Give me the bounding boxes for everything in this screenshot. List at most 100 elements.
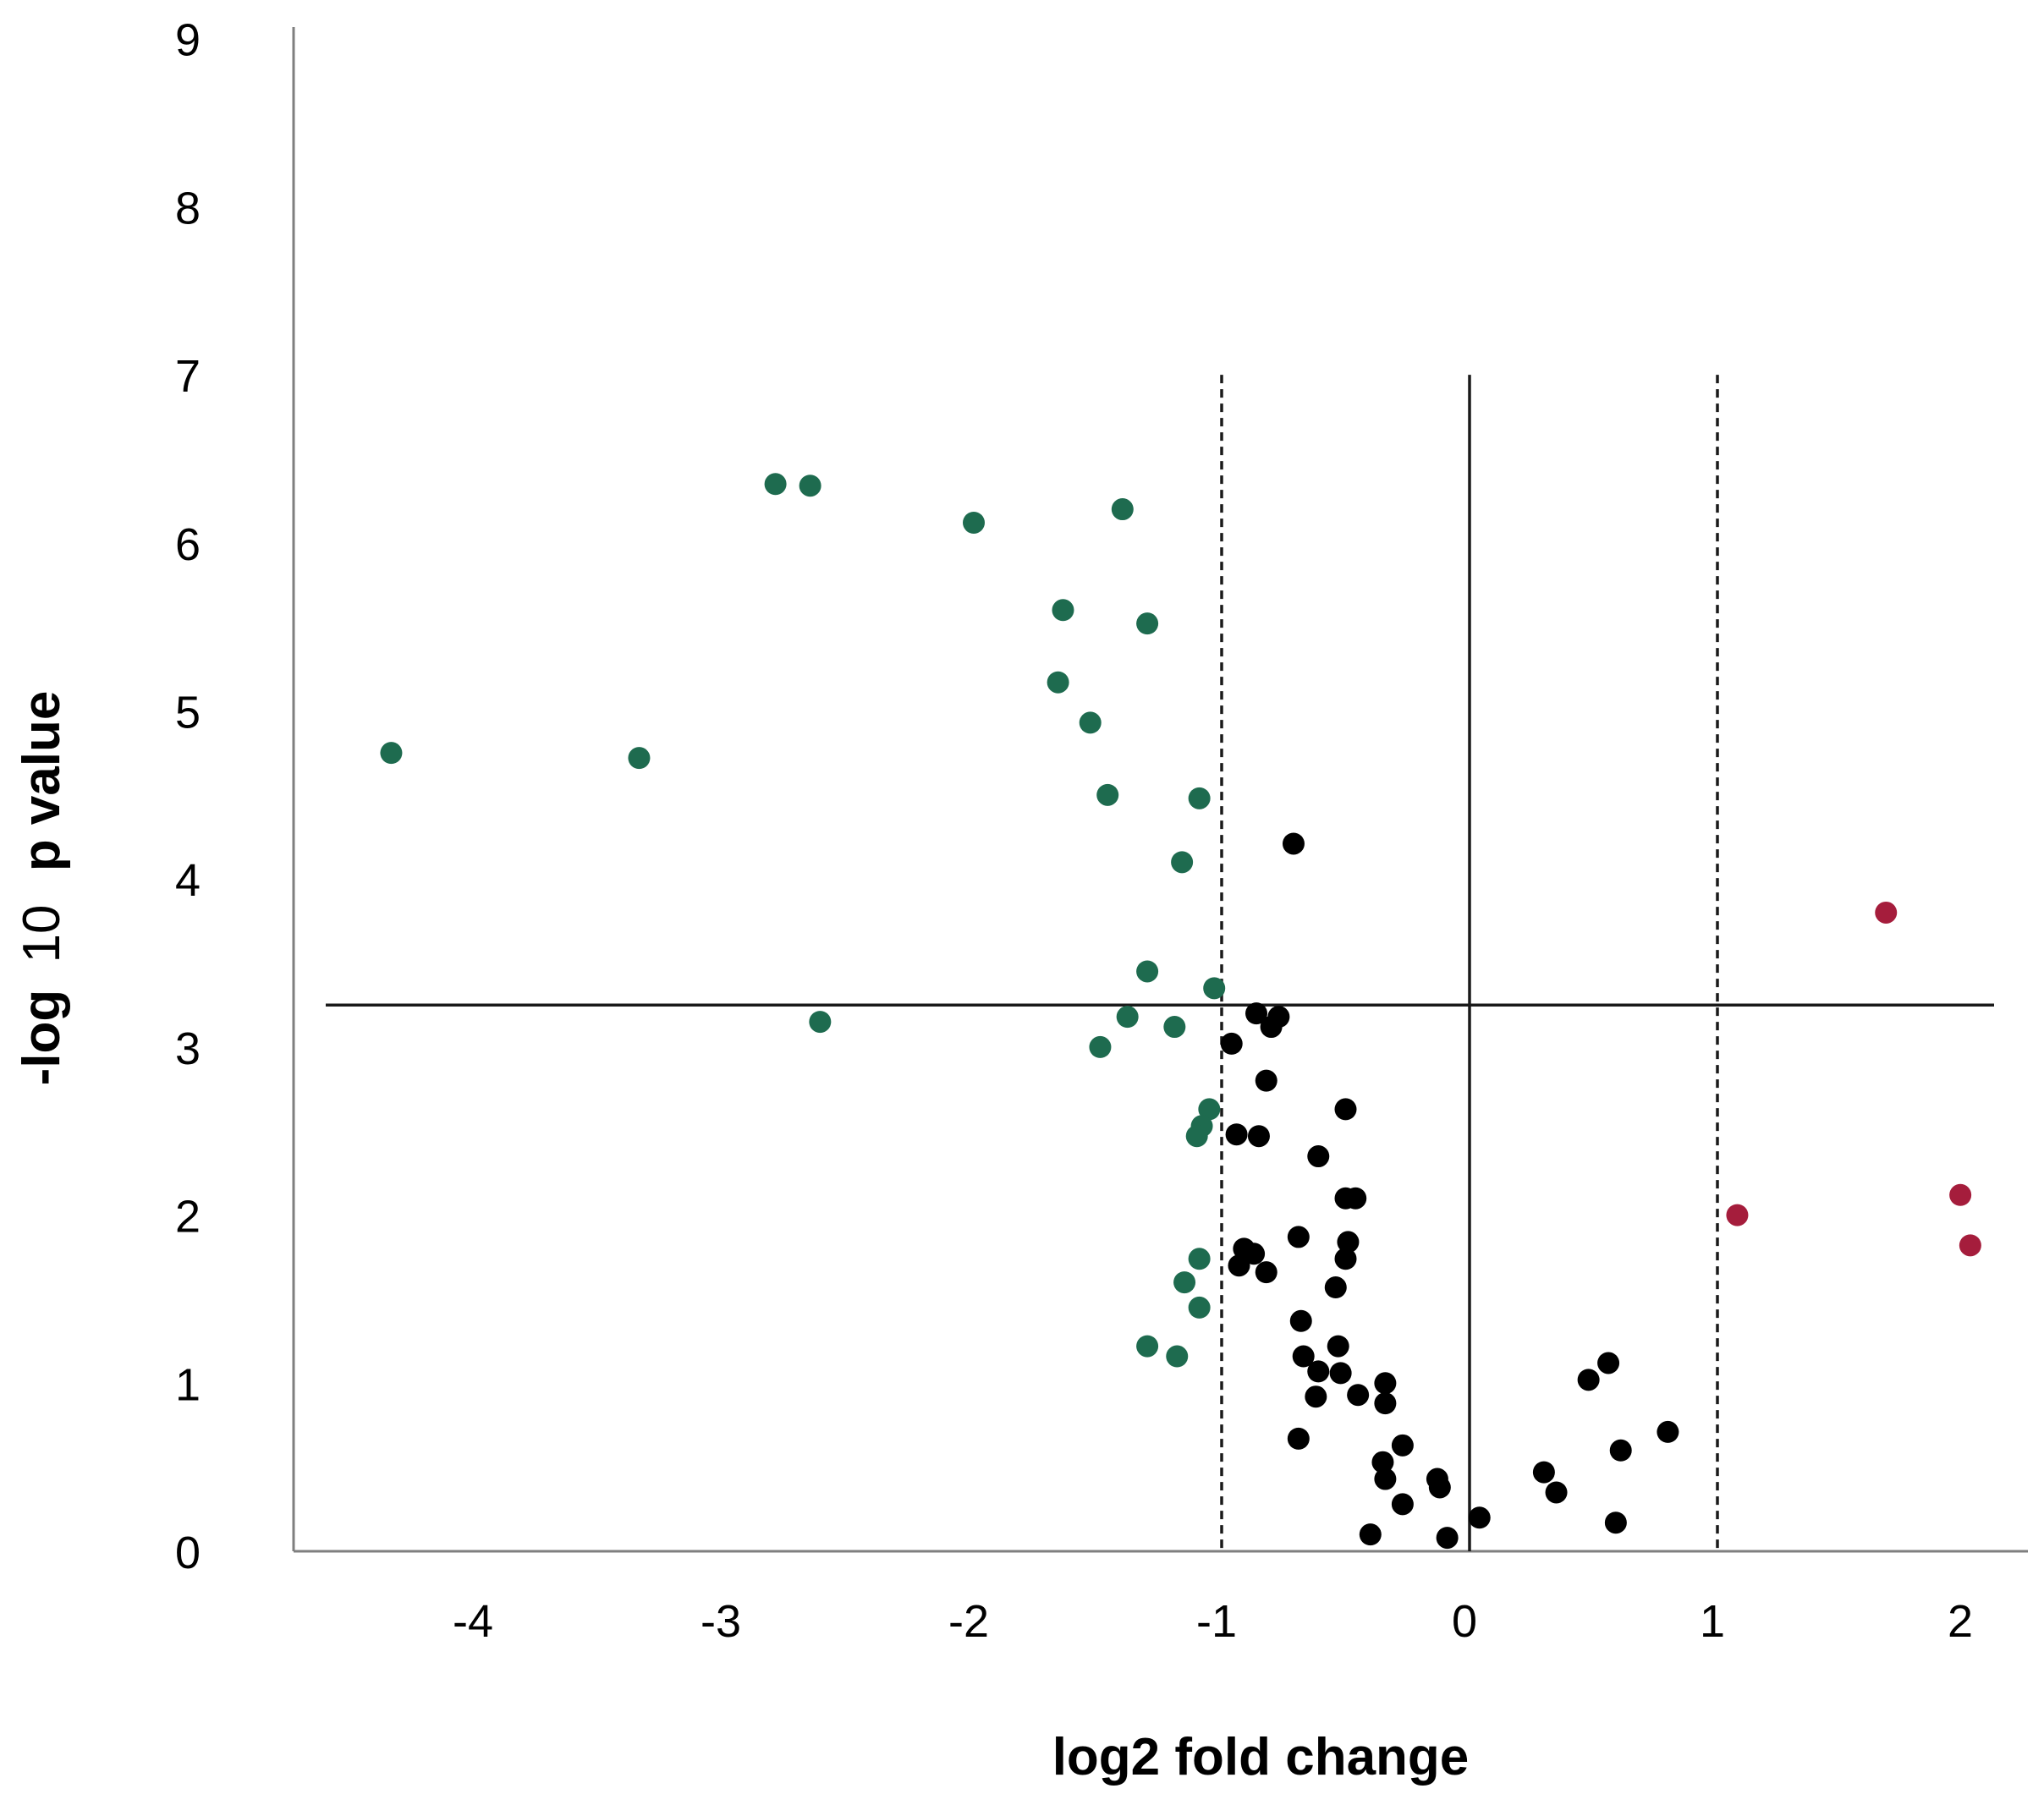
point-down <box>1089 1035 1112 1058</box>
point-ns <box>1307 1145 1330 1168</box>
x-tick-label: 2 <box>1948 1596 1973 1647</box>
axes <box>292 27 2028 1553</box>
x-tick-label: -2 <box>948 1596 989 1647</box>
point-ns <box>1347 1384 1370 1407</box>
y-tick-label: 8 <box>175 183 201 233</box>
x-tick-label: 0 <box>1452 1596 1477 1647</box>
point-down <box>1185 1125 1208 1148</box>
x-axis-title: log2 fold change <box>1052 1728 1470 1786</box>
point-down <box>1188 1296 1211 1319</box>
data-points <box>380 473 1981 1550</box>
point-down <box>1198 1098 1221 1121</box>
point-ns <box>1289 1309 1312 1332</box>
y-tick-label: 2 <box>175 1192 201 1243</box>
point-ns <box>1255 1069 1278 1092</box>
y-tick-label: 0 <box>175 1528 201 1578</box>
point-down <box>1203 977 1226 1000</box>
point-up <box>1726 1204 1749 1226</box>
point-ns <box>1324 1276 1347 1299</box>
point-ns <box>1255 1261 1278 1284</box>
y-tick-label: 9 <box>175 15 201 66</box>
y-axis-title-prefix: -log <box>13 990 71 1086</box>
point-ns <box>1391 1493 1414 1516</box>
point-ns <box>1374 1372 1397 1395</box>
point-ns <box>1260 1016 1283 1039</box>
point-ns <box>1371 1451 1394 1473</box>
point-down <box>1116 1006 1139 1029</box>
point-ns <box>1334 1098 1357 1121</box>
point-down <box>1136 612 1159 635</box>
point-ns <box>1225 1123 1248 1146</box>
point-ns <box>1374 1468 1397 1490</box>
point-down <box>1052 599 1074 622</box>
point-ns <box>1468 1506 1491 1529</box>
point-ns <box>1292 1345 1315 1368</box>
y-axis-title-base: 10 <box>13 905 71 963</box>
point-ns <box>1228 1254 1250 1277</box>
point-ns <box>1282 832 1305 855</box>
point-ns <box>1374 1392 1397 1415</box>
point-ns <box>1327 1335 1349 1358</box>
point-ns <box>1609 1439 1632 1462</box>
point-down <box>1188 787 1211 809</box>
y-tick-label: 1 <box>175 1359 201 1410</box>
point-ns <box>1657 1420 1679 1443</box>
point-ns <box>1334 1248 1357 1270</box>
point-ns <box>1604 1511 1627 1534</box>
y-axis-title-suffix: p value <box>13 691 71 872</box>
point-down <box>963 511 985 534</box>
point-down <box>1166 1345 1189 1368</box>
y-tick-label: 5 <box>175 688 201 738</box>
reference-lines <box>326 375 1994 1551</box>
point-ns <box>1532 1461 1555 1484</box>
point-down <box>809 1011 832 1034</box>
y-tick-label: 4 <box>175 855 201 906</box>
point-down <box>1171 851 1194 874</box>
x-tick-label: 1 <box>1700 1596 1725 1647</box>
point-ns <box>1287 1427 1310 1450</box>
point-ns <box>1243 1243 1266 1265</box>
point-down <box>1163 1016 1186 1039</box>
point-down <box>1136 1335 1159 1358</box>
point-down <box>1079 711 1102 734</box>
point-ns <box>1337 1231 1360 1254</box>
y-axis-title: -log 10 p value <box>13 691 71 1086</box>
point-down <box>1047 671 1069 694</box>
x-tick-label: -3 <box>701 1596 741 1647</box>
point-up <box>1949 1183 1972 1206</box>
point-ns <box>1391 1434 1414 1457</box>
point-down <box>1188 1248 1211 1270</box>
y-tick-label: 7 <box>175 351 201 402</box>
point-down <box>1173 1271 1196 1294</box>
point-ns <box>1436 1527 1459 1550</box>
x-tick-label: -4 <box>453 1596 493 1647</box>
point-ns <box>1428 1476 1451 1499</box>
point-down <box>628 747 651 770</box>
point-down <box>1096 783 1119 806</box>
point-ns <box>1329 1362 1352 1385</box>
x-tick-label: -1 <box>1196 1596 1237 1647</box>
point-ns <box>1305 1385 1327 1408</box>
point-ns <box>1245 1002 1268 1025</box>
point-ns <box>1247 1125 1270 1148</box>
point-down <box>1136 960 1159 983</box>
point-ns <box>1307 1360 1330 1383</box>
point-down <box>764 473 787 496</box>
point-ns <box>1597 1352 1620 1374</box>
point-down <box>380 742 403 765</box>
point-ns <box>1545 1481 1568 1504</box>
point-ns <box>1344 1187 1367 1210</box>
point-ns <box>1287 1226 1310 1248</box>
point-up <box>1959 1234 1981 1257</box>
y-tick-label: 6 <box>175 519 201 570</box>
point-down <box>799 475 821 497</box>
point-ns <box>1577 1369 1600 1391</box>
point-ns <box>1359 1523 1382 1546</box>
point-down <box>1111 498 1134 521</box>
y-tick-label: 3 <box>175 1023 201 1074</box>
point-up <box>1875 901 1898 924</box>
tick-labels: 0 1 2 3 4 5 6 7 8 9 -4 -3 -2 -1 0 1 2 <box>175 15 1973 1647</box>
point-ns <box>1220 1032 1243 1055</box>
